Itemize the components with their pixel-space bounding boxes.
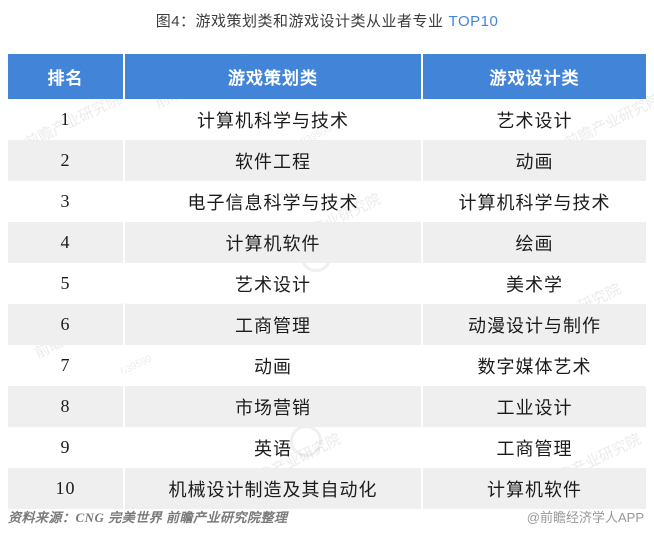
- figure-title-highlight: TOP10: [448, 13, 499, 30]
- table-header: 排名 游戏策划类 游戏设计类: [8, 54, 646, 99]
- table-row: 8 市场营销 工业设计: [8, 386, 646, 427]
- header-rank: 排名: [8, 54, 124, 99]
- header-design: 游戏设计类: [421, 54, 646, 99]
- figure-footer: 资料来源：CNG 完美世界 前瞻产业研究院整理 @前瞻经济学人APP: [8, 507, 644, 526]
- table-body: 1 计算机科学与技术 艺术设计 2 软件工程 动画 3 电子信息科学与技术 计算…: [8, 99, 646, 509]
- table-row: 6 工商管理 动漫设计与制作: [8, 304, 646, 345]
- header-row: 排名 游戏策划类 游戏设计类: [8, 54, 646, 99]
- rank-cell: 6: [60, 314, 71, 334]
- rank-cell: 1: [60, 109, 71, 129]
- design-cell: 艺术设计: [421, 99, 646, 140]
- table-row: 10 机械设计制造及其自动化 计算机软件: [8, 468, 646, 509]
- design-cell: 动漫设计与制作: [421, 304, 646, 345]
- planning-cell: 计算机软件: [123, 222, 422, 263]
- rank-cell: 9: [60, 437, 71, 457]
- design-cell: 工业设计: [421, 386, 646, 427]
- design-cell: 计算机软件: [421, 468, 646, 509]
- table-row: 2 软件工程 动画: [8, 140, 646, 181]
- design-cell: 动画: [421, 140, 646, 181]
- design-cell: 计算机科学与技术: [421, 181, 646, 222]
- credit-note: @前瞻经济学人APP: [526, 510, 644, 525]
- table-row: 1 计算机科学与技术 艺术设计: [8, 99, 646, 140]
- rank-cell: 4: [60, 232, 71, 252]
- rank-cell: 5: [60, 273, 71, 293]
- rank-cell: 2: [60, 150, 71, 170]
- design-cell: 工商管理: [421, 427, 646, 468]
- planning-cell: 市场营销: [123, 386, 422, 427]
- rank-cell: 7: [60, 355, 71, 375]
- rank-cell: 10: [55, 478, 76, 498]
- rank-cell: 3: [60, 191, 71, 211]
- design-cell: 美术学: [421, 263, 646, 304]
- planning-cell: 软件工程: [123, 140, 422, 181]
- planning-cell: 电子信息科学与技术: [123, 181, 422, 222]
- table-row: 7 动画 数字媒体艺术: [8, 345, 646, 386]
- planning-cell: 计算机科学与技术: [123, 99, 422, 140]
- planning-cell: 机械设计制造及其自动化: [123, 468, 422, 509]
- planning-cell: 英语: [123, 427, 422, 468]
- source-note: 资料来源：CNG 完美世界 前瞻产业研究院整理: [8, 510, 288, 525]
- rank-cell: 8: [60, 396, 71, 416]
- table-row: 3 电子信息科学与技术 计算机科学与技术: [8, 181, 646, 222]
- table-row: 9 英语 工商管理: [8, 427, 646, 468]
- planning-cell: 工商管理: [123, 304, 422, 345]
- design-cell: 绘画: [421, 222, 646, 263]
- table-row: 4 计算机软件 绘画: [8, 222, 646, 263]
- table-row: 5 艺术设计 美术学: [8, 263, 646, 304]
- figure-title-text: 图4：游戏策划类和游戏设计类从业者专业: [155, 13, 444, 30]
- planning-cell: 艺术设计: [123, 263, 422, 304]
- header-planning: 游戏策划类: [123, 54, 422, 99]
- figure-title: 图4：游戏策划类和游戏设计类从业者专业 TOP10: [0, 10, 654, 31]
- planning-cell: 动画: [123, 345, 422, 386]
- design-cell: 数字媒体艺术: [421, 345, 646, 386]
- top10-table: 排名 游戏策划类 游戏设计类 1 计算机科学与技术 艺术设计 2 软件工程 动画…: [8, 54, 646, 509]
